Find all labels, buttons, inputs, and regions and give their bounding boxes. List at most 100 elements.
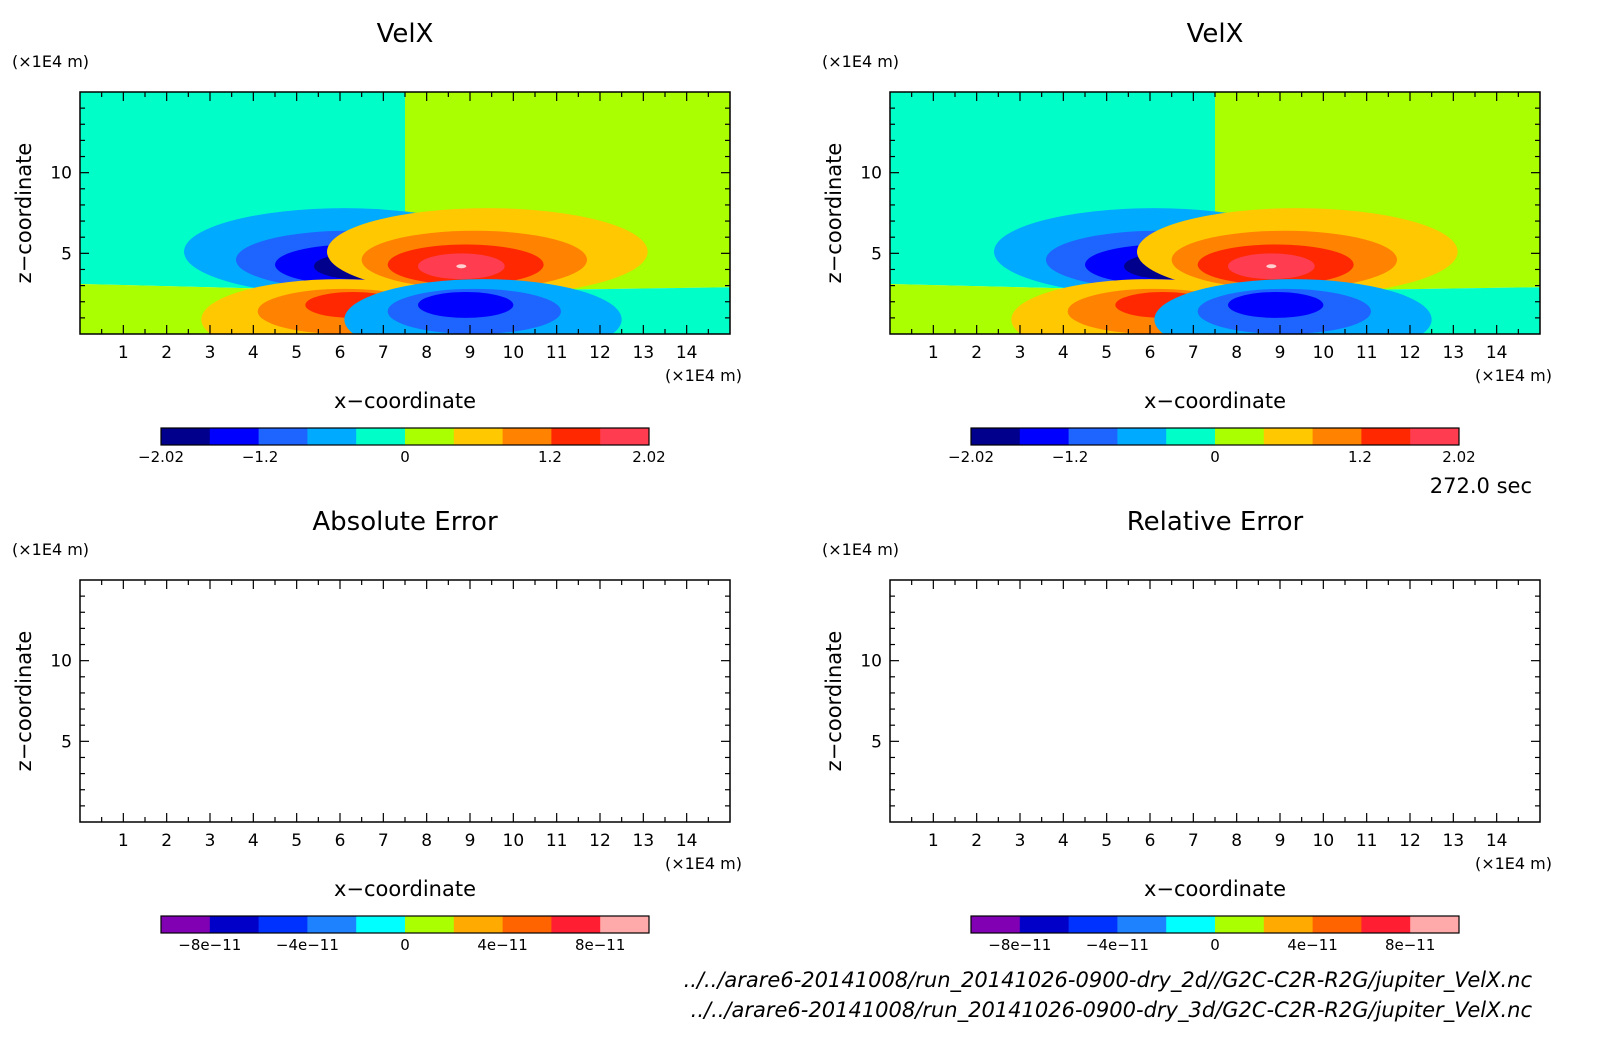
x-tick-label: 8 (421, 831, 432, 851)
colorbar-swatch (600, 916, 650, 933)
colorbar: −2.02 −1.2 0 1.2 2.02 (138, 427, 666, 466)
contour-peak (456, 264, 467, 269)
file-path-1: ../../arare6-20141008/run_20141026-0900-… (684, 968, 1533, 993)
colorbar-label: 0 (1210, 936, 1220, 954)
x-tick-label: 13 (1443, 831, 1465, 851)
colorbar-swatch (209, 916, 260, 933)
x-tick-label: 4 (1058, 831, 1069, 851)
colorbar-label: −1.2 (1052, 448, 1088, 466)
x-tick-label: 4 (1058, 343, 1069, 363)
x-tick-label: 12 (589, 831, 611, 851)
colorbar-swatch (502, 916, 552, 933)
colorbar-swatch (161, 428, 211, 445)
colorbar-swatch (453, 916, 504, 933)
colorbar-swatch (1166, 428, 1216, 445)
y-axis-label: z−coordinate (822, 631, 846, 772)
colorbar-swatch (1410, 916, 1460, 933)
colorbar-frame (970, 915, 1460, 934)
x-tick-label: 11 (546, 831, 568, 851)
x-tick-label: 10 (503, 831, 525, 851)
colorbar-swatch (1215, 916, 1265, 933)
y-axis-ticks (80, 595, 730, 807)
colorbar-swatch (551, 916, 601, 933)
colorbar-swatch (1312, 428, 1362, 445)
plot-frame (79, 579, 731, 823)
colorbar-swatch (161, 916, 211, 933)
x-tick-label: 1 (118, 831, 129, 851)
colorbar-label: 4e−11 (1287, 936, 1337, 954)
x-tick-label: 4 (248, 343, 259, 363)
x-tick-label: 14 (676, 343, 698, 363)
colorbar-swatch (209, 428, 260, 445)
colorbar-label: −2.02 (138, 448, 184, 466)
x-unit-label: (×1E4 m) (665, 854, 742, 873)
y-unit-label: (×1E4 m) (12, 52, 89, 71)
colorbar-label: 0 (400, 936, 410, 954)
x-axis-ticks (101, 580, 709, 822)
x-tick-label: 8 (1231, 343, 1242, 363)
y-tick-label: 10 (50, 164, 72, 184)
colorbar-swatch (405, 428, 455, 445)
y-tick-label: 5 (61, 244, 72, 264)
x-tick-label: 9 (1275, 831, 1286, 851)
colorbar-swatch (1117, 428, 1167, 445)
x-axis-ticks (101, 92, 709, 334)
x-tick-label: 2 (971, 831, 982, 851)
colorbar: −8e−11 −4e−11 0 4e−11 8e−11 (160, 915, 650, 954)
colorbar-swatch (1361, 916, 1411, 933)
x-tick-label: 6 (335, 343, 346, 363)
colorbar-label: 0 (400, 448, 410, 466)
chart-title: Absolute Error (312, 507, 498, 537)
x-tick-label: 8 (1231, 831, 1242, 851)
colorbar-swatch (258, 916, 308, 933)
colorbar-swatch (1410, 428, 1460, 445)
x-tick-label: 3 (205, 831, 216, 851)
y-tick-label: 10 (860, 164, 882, 184)
chart-title: VelX (1187, 19, 1244, 49)
x-tick-label: 10 (1313, 343, 1335, 363)
contour-level (418, 292, 514, 318)
x-tick-label: 7 (378, 831, 389, 851)
y-axis-ticks (890, 595, 1540, 807)
colorbar-label: 0 (1210, 448, 1220, 466)
x-tick-label: 12 (1399, 831, 1421, 851)
x-tick-label: 1 (928, 831, 939, 851)
colorbar-label: 4e−11 (477, 936, 527, 954)
colorbar-label: 1.2 (538, 448, 562, 466)
x-tick-label: 5 (1101, 831, 1112, 851)
colorbar-swatch (600, 428, 650, 445)
colorbar-swatch (258, 428, 308, 445)
y-tick-label: 5 (871, 244, 882, 264)
chart-panel-2: VelX(×1E4 m)1 2 3 4 5 6 7 8 9 10 11 12 13 14510(×1E4 … (822, 19, 1552, 466)
x-unit-label: (×1E4 m) (1475, 854, 1552, 873)
colorbar-label: −8e−11 (988, 936, 1051, 954)
colorbar-label: −4e−11 (276, 936, 339, 954)
colorbar-swatch (1068, 916, 1118, 933)
colorbar-label: 8e−11 (1385, 936, 1435, 954)
y-tick-label: 5 (871, 732, 882, 752)
colorbar-frame (160, 915, 650, 934)
chart-title: Relative Error (1127, 507, 1304, 537)
contour-level (1228, 292, 1324, 318)
x-tick-label: 5 (291, 343, 302, 363)
x-tick-label: 3 (1015, 343, 1026, 363)
x-tick-label: 13 (633, 831, 655, 851)
x-tick-label: 7 (378, 343, 389, 363)
x-tick-label: 14 (1486, 831, 1508, 851)
colorbar-swatch (1263, 428, 1314, 445)
colorbar-frame (970, 427, 1460, 446)
colorbar-label: −8e−11 (178, 936, 241, 954)
x-tick-label: 6 (1145, 831, 1156, 851)
x-tick-label: 2 (161, 831, 172, 851)
x-axis-label: x−coordinate (1144, 389, 1286, 413)
x-axis-label: x−coordinate (334, 389, 476, 413)
colorbar-label: 2.02 (1442, 448, 1475, 466)
colorbar-label: −1.2 (242, 448, 278, 466)
x-axis-ticks (911, 92, 1519, 334)
colorbar-label: −4e−11 (1086, 936, 1149, 954)
x-axis-label: x−coordinate (1144, 877, 1286, 901)
x-tick-label: 6 (335, 831, 346, 851)
colorbar-swatch (1068, 428, 1118, 445)
x-tick-label: 3 (1015, 831, 1026, 851)
colorbar-swatch (453, 428, 504, 445)
